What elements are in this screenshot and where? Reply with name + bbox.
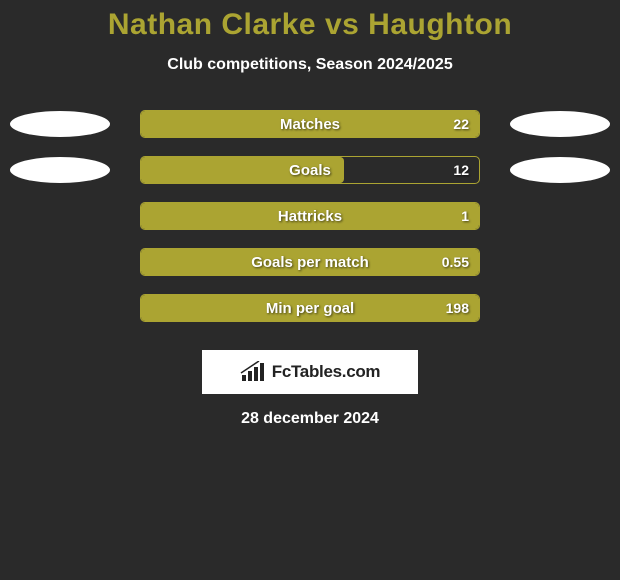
subtitle: Club competitions, Season 2024/2025 (0, 56, 620, 74)
logo-box[interactable]: FcTables.com (202, 350, 418, 394)
stat-label: Goals (141, 157, 479, 183)
player1-marker (10, 157, 110, 183)
chart-icon (240, 361, 266, 383)
player2-marker (510, 111, 610, 137)
stat-row: Matches22 (0, 110, 620, 138)
player2-name: Haughton (368, 8, 512, 41)
stat-bar: Goals12 (140, 156, 480, 184)
stat-value: 1 (461, 203, 469, 229)
date-text: 28 december 2024 (0, 410, 620, 428)
stat-label: Matches (141, 111, 479, 137)
stat-row: Hattricks1 (0, 202, 620, 230)
player1-marker (10, 111, 110, 137)
logo-text: FcTables.com (272, 362, 381, 382)
stat-bar: Hattricks1 (140, 202, 480, 230)
stat-bar: Min per goal198 (140, 294, 480, 322)
stat-label: Hattricks (141, 203, 479, 229)
stat-value: 12 (453, 157, 469, 183)
stats-list: Matches22 Goals12 Hattricks1 Goals per matc… (0, 110, 620, 322)
page-title: Nathan Clarke vs Haughton (0, 8, 620, 42)
stat-row: Goals per match0.55 (0, 248, 620, 276)
stat-row: Min per goal198 (0, 294, 620, 322)
stat-bar: Matches22 (140, 110, 480, 138)
stat-bar: Goals per match0.55 (140, 248, 480, 276)
player2-marker (510, 157, 610, 183)
player1-name: Nathan Clarke (108, 8, 316, 41)
stat-label: Goals per match (141, 249, 479, 275)
stat-value: 0.55 (442, 249, 469, 275)
vs-text: vs (325, 8, 359, 41)
stat-row: Goals12 (0, 156, 620, 184)
comparison-card: Nathan Clarke vs Haughton Club competiti… (0, 0, 620, 428)
stat-label: Min per goal (141, 295, 479, 321)
stat-value: 22 (453, 111, 469, 137)
stat-value: 198 (446, 295, 469, 321)
